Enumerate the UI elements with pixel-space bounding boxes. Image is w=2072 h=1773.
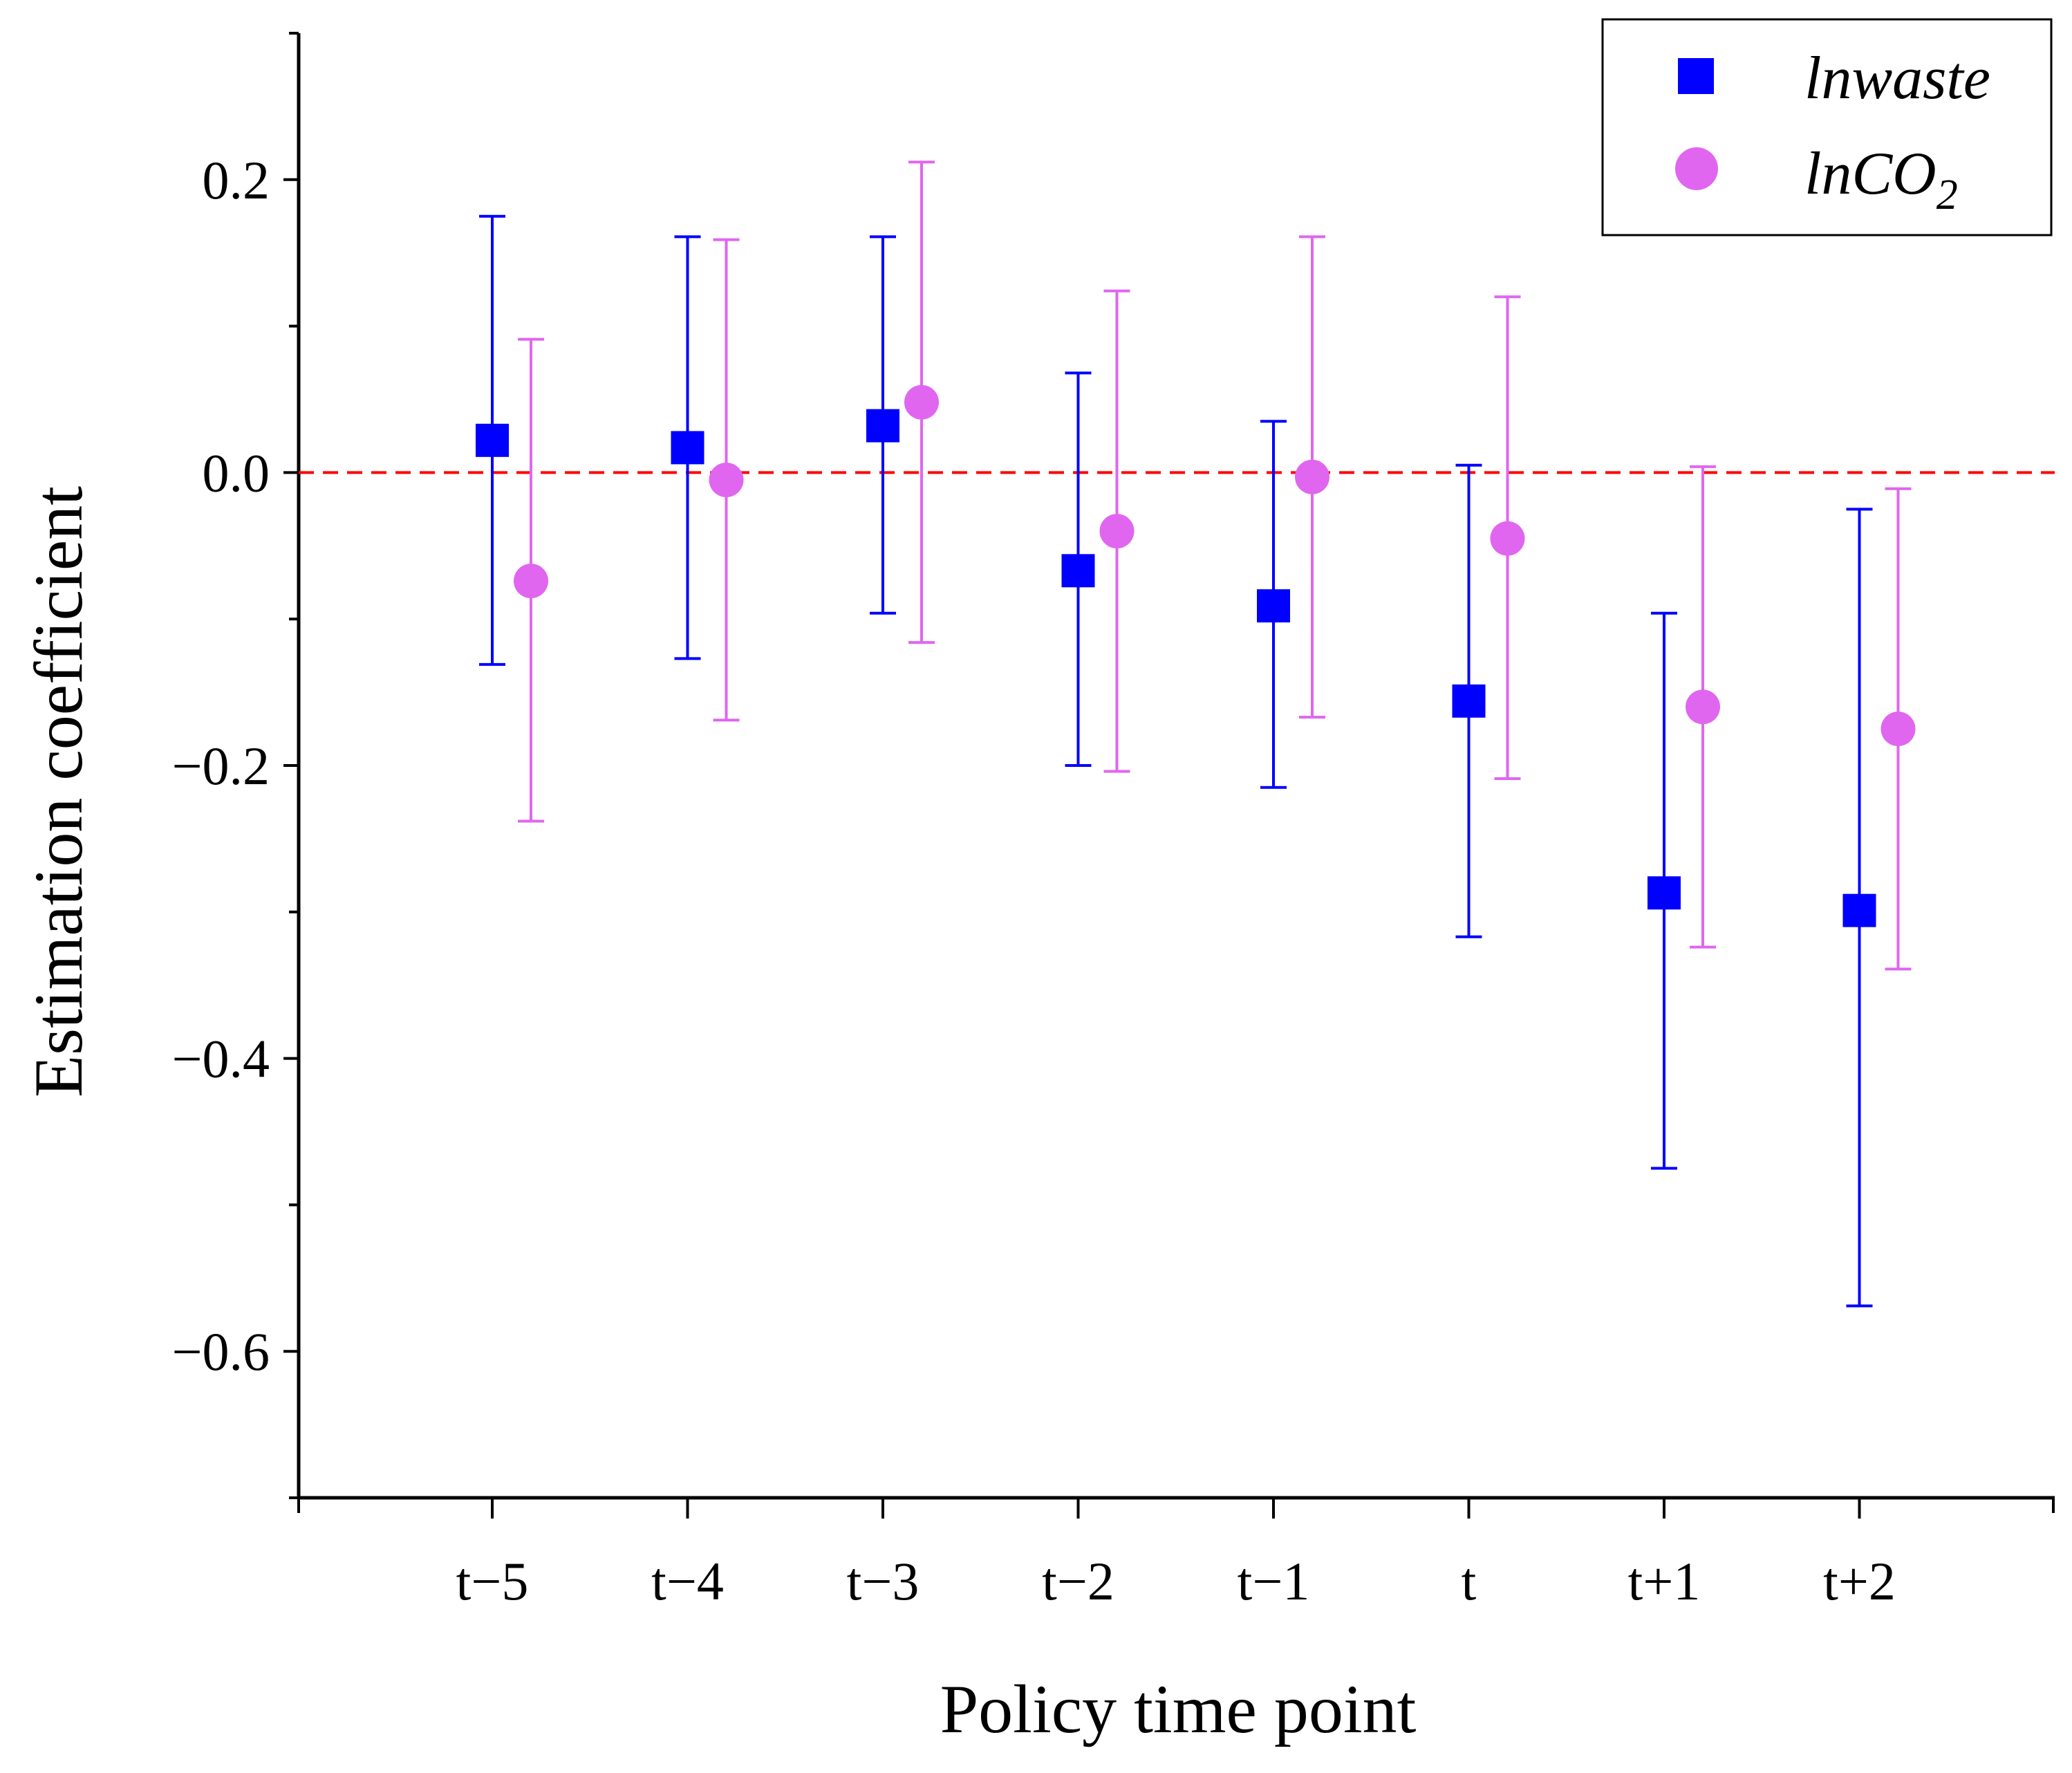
legend-label-lnco2-main: lnCO xyxy=(1804,140,1936,207)
x-tick-label: t−5 xyxy=(456,1551,529,1611)
legend-label-lnco2-subscript: 2 xyxy=(1936,171,1958,219)
x-tick-label: t−4 xyxy=(651,1551,724,1611)
x-tick-label: t+2 xyxy=(1823,1551,1896,1611)
legend-frame xyxy=(1601,18,2053,236)
x-tick-label: t−3 xyxy=(847,1551,920,1611)
point-lnwaste xyxy=(671,431,704,465)
point-lnco2 xyxy=(1295,459,1329,494)
y-tick-label: 0.0 xyxy=(203,443,270,503)
legend-marker-lnwaste xyxy=(1678,58,1714,94)
axes: 0.2 0.0 −0.2 −0.4 −0.6 t−5 t−4 t−3 t−2 t−1 t t+1 t+2 xyxy=(172,32,2055,1611)
point-lnwaste xyxy=(1648,876,1681,910)
y-tick-label: −0.2 xyxy=(172,736,270,796)
x-tick-label: t+1 xyxy=(1628,1551,1701,1611)
point-lnwaste xyxy=(1452,684,1486,718)
series-lnco2 xyxy=(514,160,1916,971)
point-lnco2 xyxy=(904,384,939,420)
point-lnwaste xyxy=(1842,893,1876,927)
legend-marker-lnco2 xyxy=(1675,147,1718,190)
point-lnco2 xyxy=(709,462,744,497)
legend: lnwaste lnCO2 xyxy=(1601,18,2053,236)
point-lnco2 xyxy=(1099,514,1135,549)
point-lnco2 xyxy=(514,564,548,599)
series-group xyxy=(476,160,1916,1308)
legend-label-lnco2: lnCO2 xyxy=(1804,140,1958,219)
legend-label-lnwaste: lnwaste xyxy=(1804,45,1990,112)
point-lnwaste xyxy=(866,409,899,443)
y-tick-label: −0.6 xyxy=(172,1321,270,1382)
series-lnwaste xyxy=(476,214,1876,1308)
point-lnwaste xyxy=(1257,589,1290,623)
point-lnwaste xyxy=(1061,554,1095,588)
x-tick-label: t−1 xyxy=(1238,1551,1310,1611)
x-tick-label: t−2 xyxy=(1042,1551,1114,1611)
point-lnwaste xyxy=(476,423,509,457)
y-tick-label: 0.2 xyxy=(203,150,270,210)
point-lnco2 xyxy=(1686,689,1720,725)
x-tick-label: t xyxy=(1462,1551,1477,1611)
point-lnco2 xyxy=(1490,521,1525,556)
y-axis-title: Estimation coefficient xyxy=(20,486,97,1097)
x-axis-title: Policy time point xyxy=(940,1671,1417,1747)
y-tick-label: −0.4 xyxy=(172,1029,270,1089)
point-lnco2 xyxy=(1880,712,1916,747)
